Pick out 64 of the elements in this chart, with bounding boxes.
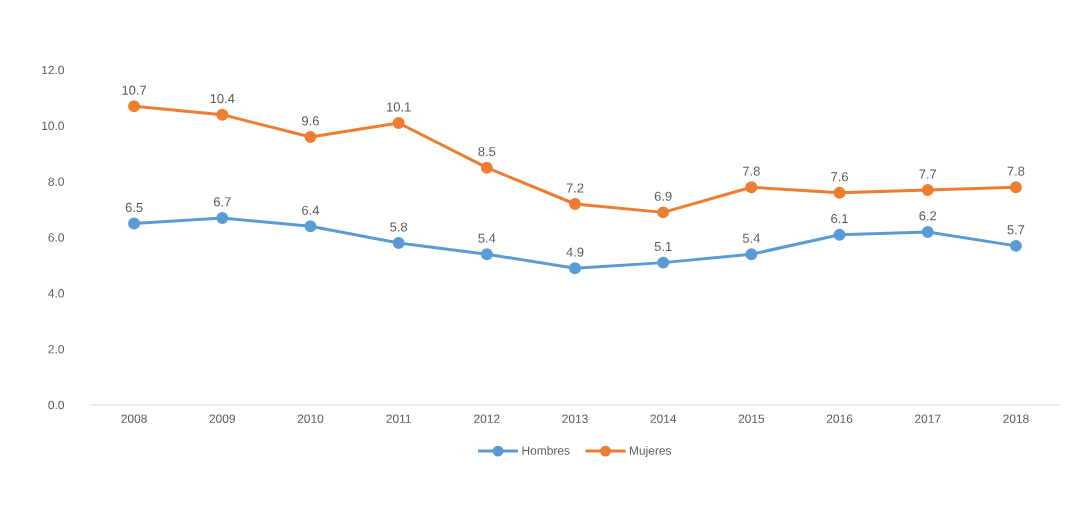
point [1009,181,1022,194]
data-label: 7.2 [566,183,584,193]
point [657,206,670,219]
y-tick-label: 12.0 [42,65,65,75]
data-label: 6.5 [125,202,143,213]
data-label: 6.9 [654,191,672,201]
x-tick-label: 2011 [386,414,411,423]
x-tick-label: 2016 [826,414,853,423]
point [128,100,141,113]
y-tick-label: 8.0 [48,177,65,186]
x-tick-label: 2012 [474,414,500,423]
point [833,228,846,241]
point [833,186,846,199]
point [657,256,670,269]
data-label: 6.1 [831,214,848,224]
y-tick-label: 0.0 [48,400,65,410]
data-label: 7.8 [1007,166,1025,176]
point [216,108,229,121]
point [304,131,317,143]
data-label: 6.4 [302,205,320,215]
point [392,117,405,130]
point [128,217,141,230]
y-tick-label: 4.0 [48,289,65,298]
data-label: 7.8 [743,166,760,176]
y-tick-label: 2.0 [48,344,65,354]
data-label: 5.8 [390,222,408,232]
point [569,198,581,210]
legend-label: Mujeres [629,446,672,458]
data-label: 7.6 [831,172,848,182]
point [480,161,493,174]
point [304,220,317,233]
x-tick-label: 2015 [738,414,765,423]
data-label: 5.4 [478,233,496,243]
point [392,237,405,250]
point [569,262,581,275]
data-label: 5.4 [742,233,760,243]
data-label: 7.7 [919,169,937,179]
point [480,248,493,261]
x-tick-label: 2017 [915,414,941,423]
point [1009,239,1022,252]
data-label: 10.1 [387,102,411,112]
point [921,184,934,197]
x-tick-label: 2018 [1003,414,1029,423]
data-label: 4.9 [566,247,584,257]
data-label: 9.6 [302,116,319,126]
data-label: 6.2 [919,211,937,221]
x-tick-label: 2014 [650,414,677,423]
y-tick-label: 10.0 [42,121,65,131]
data-label: 6.7 [213,197,231,207]
data-label: 10.7 [122,85,147,95]
data-label: 10.4 [210,93,235,104]
x-tick-label: 2008 [121,414,147,423]
legend-label: Hombres [522,446,570,455]
x-tick-label: 2010 [297,414,324,423]
data-label: 5.7 [1007,225,1025,235]
point [745,181,758,194]
point [216,211,229,224]
y-tick-label: 6.0 [48,233,65,242]
x-tick-label: 2013 [562,414,588,423]
data-label: 5.1 [654,242,672,252]
point [921,225,934,238]
x-tick-label: 2009 [209,414,235,423]
data-label: 8.5 [478,147,496,157]
point [745,248,758,261]
